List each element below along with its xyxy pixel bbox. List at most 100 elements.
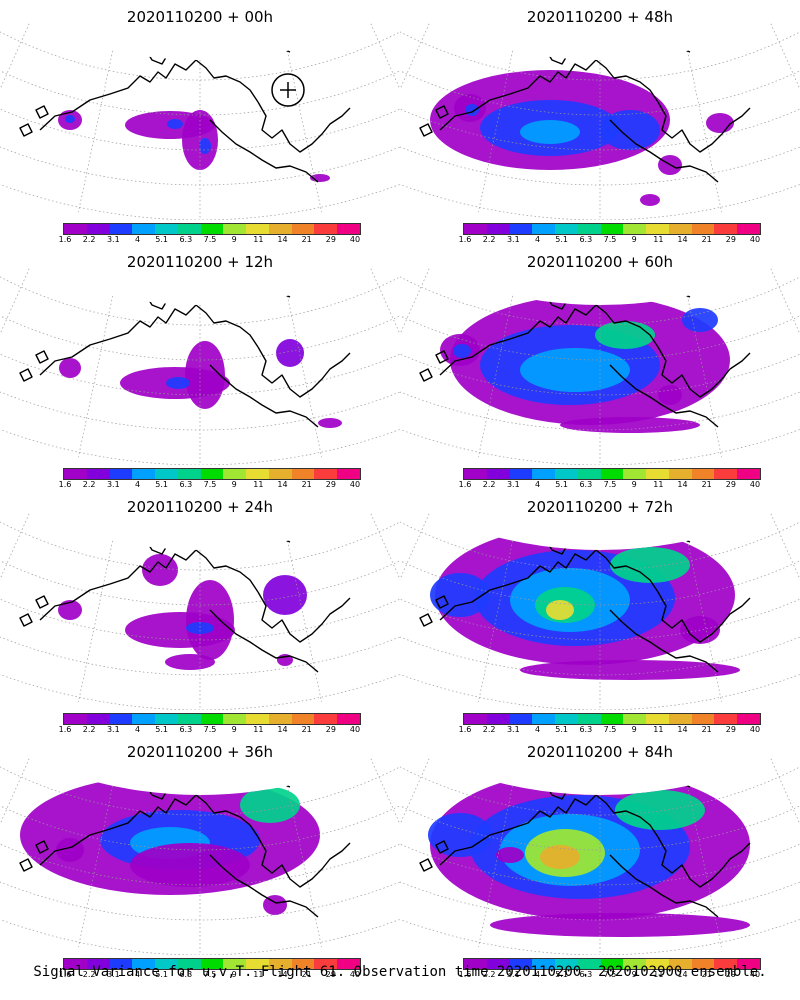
coastline [419, 858, 433, 872]
colorbar-swatch [109, 714, 133, 724]
variance-contour [640, 194, 660, 206]
latitude-line [0, 807, 400, 886]
colorbar-swatch [246, 224, 269, 234]
longitude-line [478, 50, 514, 213]
colorbar-swatch [668, 959, 692, 969]
colorbar-swatch [132, 959, 156, 969]
colorbar-tick-label: 5.1 [155, 725, 169, 734]
latitude-line [0, 265, 400, 326]
longitude-line [0, 23, 30, 175]
colorbar-tick-label: 4 [534, 480, 541, 489]
colorbar-tick-label: 6.3 [179, 725, 193, 734]
colorbar-labels: 1.6 2.2 3.1 4 5.1 6.3 7.5 9 11 14 21 29 40 [59, 235, 360, 245]
colorbar-tick-label: 40 [349, 725, 361, 734]
colorbar-swatch [268, 714, 292, 724]
longitude-line [770, 268, 800, 420]
colorbar-tick-label: 3.1 [106, 235, 120, 244]
variance-contour [706, 113, 734, 133]
colorbar-tick-label: 7.5 [603, 480, 617, 489]
colorbar-swatch [691, 224, 715, 234]
observation-cross [280, 82, 296, 98]
conic-map [400, 755, 800, 955]
colorbar-tick-label: 14 [677, 235, 688, 244]
colorbar-swatch [737, 959, 760, 969]
colorbar-swatch [200, 224, 224, 234]
coastline [209, 609, 319, 673]
coastline [545, 39, 569, 65]
colorbar-labels: 1.6 2.2 3.1 4 5.1 6.3 7.5 9 11 14 21 29 40 [459, 480, 760, 490]
panel-title: 2020110200 + 36h [126, 743, 274, 761]
colorbar-swatch [532, 714, 556, 724]
colorbar-swatch [623, 469, 647, 479]
coastline [257, 101, 351, 153]
coastline [19, 613, 33, 627]
panel-title: 2020110200 + 60h [526, 253, 674, 271]
longitude-line [400, 758, 430, 910]
colorbar-tick-label: 2.2 [482, 970, 496, 979]
coastline [439, 59, 659, 131]
variance-contour [130, 843, 250, 887]
colorbar-tick-label: 6.3 [579, 970, 593, 979]
colorbar-swatch [555, 959, 578, 969]
colorbar-swatch [691, 469, 715, 479]
colorbar-swatch [600, 714, 624, 724]
coastline [657, 346, 751, 398]
colorbar-swatch [291, 469, 315, 479]
colorbar-swatch [64, 714, 87, 724]
longitude-line [370, 23, 400, 175]
colorbar-labels: 1.6 2.2 3.1 4 5.1 6.3 7.5 9 11 14 21 29 40 [459, 235, 760, 245]
colorbar-tick-label: 40 [749, 970, 761, 979]
colorbar-tick-label: 6.3 [179, 480, 193, 489]
colorbar-swatch [509, 714, 533, 724]
coastline [39, 549, 259, 621]
coastline [419, 123, 433, 137]
colorbar-swatch [314, 224, 338, 234]
colorbar-tick-label: 21 [701, 235, 712, 244]
longitude-line [770, 758, 800, 910]
coastline [257, 591, 351, 643]
latitude-line [400, 532, 800, 606]
colorbar-swatch [532, 224, 556, 234]
latitude-line [0, 777, 400, 851]
variance-contour [240, 787, 300, 823]
variance-contour [540, 845, 580, 869]
colorbar-swatch [291, 959, 315, 969]
colorbar-tick-label: 7.5 [203, 725, 217, 734]
variance-contour [142, 554, 178, 586]
latitude-line [0, 317, 400, 396]
colorbar-tick-label: 4 [134, 970, 141, 979]
colorbar-swatch [200, 469, 224, 479]
longitude-line [370, 268, 400, 420]
longitude-line [400, 268, 430, 420]
map-panel: 2020110200 + 84h 1.6 2.2 3.1 4 5.1 6.3 7.5 9 11 14… [400, 735, 800, 980]
colorbar-swatch [668, 224, 692, 234]
conic-map [0, 510, 400, 710]
coastline [625, 527, 691, 543]
colorbar-swatch [486, 959, 510, 969]
colorbar-swatch [155, 959, 178, 969]
colorbar-tick-label: 9 [631, 725, 637, 734]
colorbar-swatch [714, 959, 738, 969]
colorbar-tick-label: 6.3 [579, 235, 593, 244]
colorbar-tick-label: 29 [725, 480, 736, 489]
colorbar-tick-label: 2.2 [82, 970, 96, 979]
coastline [35, 105, 49, 119]
colorbar-swatch [737, 224, 760, 234]
colorbar-tick-label: 11 [253, 725, 264, 734]
coastline [657, 591, 751, 643]
colorbar [463, 468, 761, 480]
panel-title: 2020110200 + 72h [526, 498, 674, 516]
colorbar-swatch [486, 224, 510, 234]
colorbar-swatch [464, 959, 487, 969]
longitude-line [370, 758, 400, 910]
colorbar [63, 958, 361, 970]
variance-contour [490, 913, 750, 937]
colorbar-swatch [337, 469, 360, 479]
colorbar-tick-label: 2.2 [482, 480, 496, 489]
map-panel: 2020110200 + 24h 1.6 2.2 3.1 4 5.1 6.3 7.5 9 11 14… [0, 490, 400, 735]
colorbar-tick-label: 40 [349, 970, 361, 979]
variance-contour [430, 573, 490, 617]
coastline [609, 854, 719, 918]
colorbar-tick-label: 2.2 [482, 725, 496, 734]
variance-contour [186, 622, 214, 634]
